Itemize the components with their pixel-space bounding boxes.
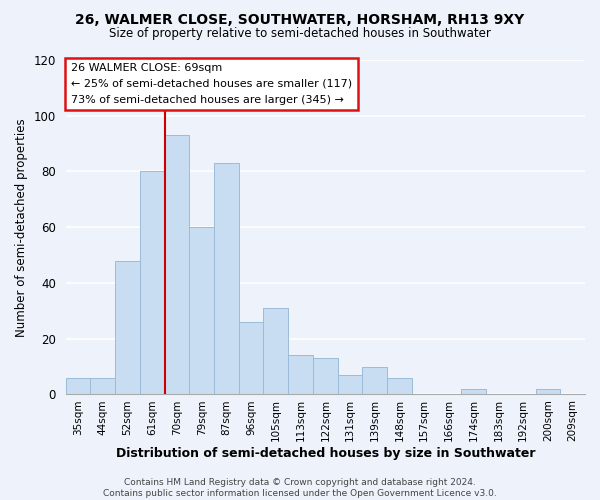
Bar: [362, 366, 387, 394]
Bar: [338, 375, 362, 394]
Y-axis label: Number of semi-detached properties: Number of semi-detached properties: [15, 118, 28, 336]
Text: Size of property relative to semi-detached houses in Southwater: Size of property relative to semi-detach…: [109, 28, 491, 40]
Bar: [164, 136, 190, 394]
Bar: [288, 356, 313, 395]
Bar: [461, 389, 486, 394]
Bar: [263, 308, 288, 394]
Bar: [387, 378, 412, 394]
Text: Contains HM Land Registry data © Crown copyright and database right 2024.
Contai: Contains HM Land Registry data © Crown c…: [103, 478, 497, 498]
Bar: [239, 322, 263, 394]
Bar: [91, 378, 115, 394]
Bar: [313, 358, 338, 395]
X-axis label: Distribution of semi-detached houses by size in Southwater: Distribution of semi-detached houses by …: [116, 447, 535, 460]
Bar: [190, 227, 214, 394]
Text: 26, WALMER CLOSE, SOUTHWATER, HORSHAM, RH13 9XY: 26, WALMER CLOSE, SOUTHWATER, HORSHAM, R…: [76, 12, 524, 26]
Bar: [140, 172, 164, 394]
Bar: [214, 163, 239, 394]
Bar: [536, 389, 560, 394]
Bar: [115, 260, 140, 394]
Bar: [65, 378, 91, 394]
Text: 26 WALMER CLOSE: 69sqm
← 25% of semi-detached houses are smaller (117)
73% of se: 26 WALMER CLOSE: 69sqm ← 25% of semi-det…: [71, 64, 352, 104]
